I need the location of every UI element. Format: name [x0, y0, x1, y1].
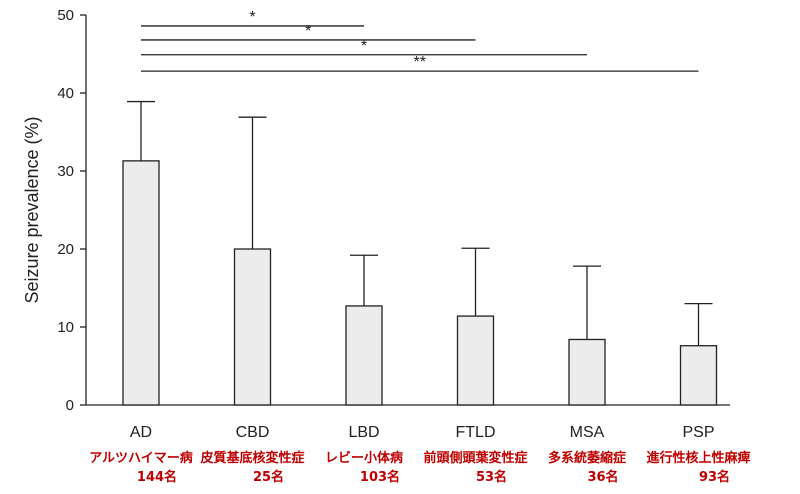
- y-tick-label: 40: [57, 85, 74, 102]
- patient-count: 53名: [476, 469, 507, 485]
- jp-disease-name: 進行性核上性麻痺: [646, 450, 750, 466]
- y-tick-label: 50: [57, 7, 74, 24]
- bar-ftld: [456, 315, 495, 406]
- bar-msa: [568, 338, 606, 406]
- significance-marker: *: [361, 38, 367, 55]
- y-tick-label: 30: [57, 163, 74, 180]
- patient-count: 93名: [699, 469, 730, 485]
- plot-area: 0 10 20 30 40 50 AD アルツハイマー病 144名 CBD 皮質基底核変性症 25名 L…: [57, 7, 750, 485]
- patient-count: 103名: [360, 469, 400, 485]
- x-tick-label-psp: PSP: [682, 424, 714, 441]
- bar-cbd: [233, 248, 272, 406]
- bar-psp: [679, 345, 718, 406]
- x-tick-label-lbd: LBD: [348, 424, 379, 441]
- significance-marker: *: [305, 23, 311, 40]
- y-axis-label: Seizure prevalence (%): [22, 116, 42, 303]
- y-tick-label: 0: [66, 397, 74, 414]
- significance-marker: **: [414, 54, 426, 71]
- bar-ad: [122, 160, 160, 406]
- x-tick-label-cbd: CBD: [236, 424, 270, 441]
- significance-marker: *: [249, 9, 255, 26]
- x-tick-label-ad: AD: [130, 424, 152, 441]
- bar-lbd: [345, 305, 383, 406]
- y-tick-label: 10: [57, 319, 74, 336]
- jp-disease-name: レビー小体病: [325, 450, 403, 466]
- jp-disease-name: アルツハイマー病: [89, 450, 193, 466]
- y-tick-label: 20: [57, 241, 74, 258]
- x-tick-label-ftld: FTLD: [456, 424, 496, 441]
- patient-count: 36名: [587, 469, 618, 485]
- jp-disease-name: 皮質基底核変性症: [199, 450, 304, 466]
- jp-disease-name: 前頭側頭葉変性症: [423, 450, 527, 466]
- jp-disease-name: 多系統萎縮症: [548, 450, 626, 466]
- patient-count: 25名: [253, 469, 284, 485]
- patient-count: 144名: [137, 469, 177, 485]
- x-tick-label-msa: MSA: [570, 424, 605, 441]
